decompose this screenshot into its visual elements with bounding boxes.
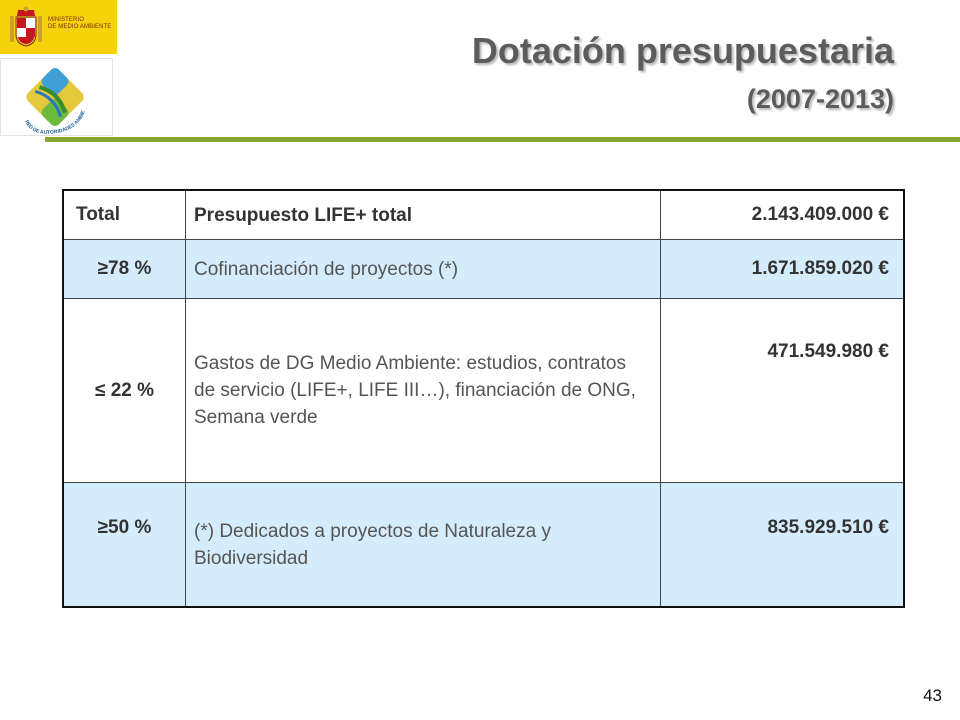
- environmental-authorities-network-logo: RED DE AUTORIDADES AMBIENTALES: [0, 55, 113, 136]
- table-row: ≥50 % (*) Dedicados a proyectos de Natur…: [62, 482, 905, 608]
- table-cell-amount: 1.671.859.020 €: [660, 239, 905, 299]
- table-cell-percentage: Total: [62, 189, 186, 240]
- ministry-line-2: DE MEDIO AMBIENTE: [48, 24, 112, 30]
- table-cell-description: Presupuesto LIFE+ total: [185, 189, 661, 240]
- ministry-logo: MINISTERIO DE MEDIO AMBIENTE: [0, 0, 117, 54]
- network-logo-icon: RED DE AUTORIDADES AMBIENTALES: [0, 55, 87, 136]
- budget-table: Total Presupuesto LIFE+ total 2.143.409.…: [62, 189, 905, 608]
- table-row: ≤ 22 % Gastos de DG Medio Ambiente: estu…: [62, 298, 905, 483]
- page-number: 43: [923, 686, 942, 705]
- table-row: Total Presupuesto LIFE+ total 2.143.409.…: [62, 189, 905, 240]
- table-cell-description: (*) Dedicados a proyectos de Naturaleza …: [185, 482, 661, 608]
- table-cell-amount: 2.143.409.000 €: [660, 189, 905, 240]
- ministry-line-1: MINISTERIO: [48, 17, 85, 23]
- table-cell-percentage: ≤ 22 %: [62, 298, 186, 483]
- table-cell-percentage: ≥50 %: [62, 482, 186, 608]
- page-subtitle: (2007-2013): [746, 84, 894, 114]
- table-cell-description: Gastos de DG Medio Ambiente: estudios, c…: [185, 298, 661, 483]
- table-row: ≥78 % Cofinanciación de proyectos (*) 1.…: [62, 239, 905, 299]
- page-title: Dotación presupuestaria: [471, 30, 894, 71]
- title-divider: [45, 137, 960, 142]
- table-cell-amount: 471.549.980 €: [660, 298, 905, 483]
- table-cell-percentage: ≥78 %: [62, 239, 186, 299]
- coat-of-arms-icon: [10, 6, 42, 47]
- table-cell-amount: 835.929.510 €: [660, 482, 905, 608]
- table-cell-description: Cofinanciación de proyectos (*): [185, 239, 661, 299]
- ministry-name: MINISTERIO DE MEDIO AMBIENTE: [48, 17, 111, 31]
